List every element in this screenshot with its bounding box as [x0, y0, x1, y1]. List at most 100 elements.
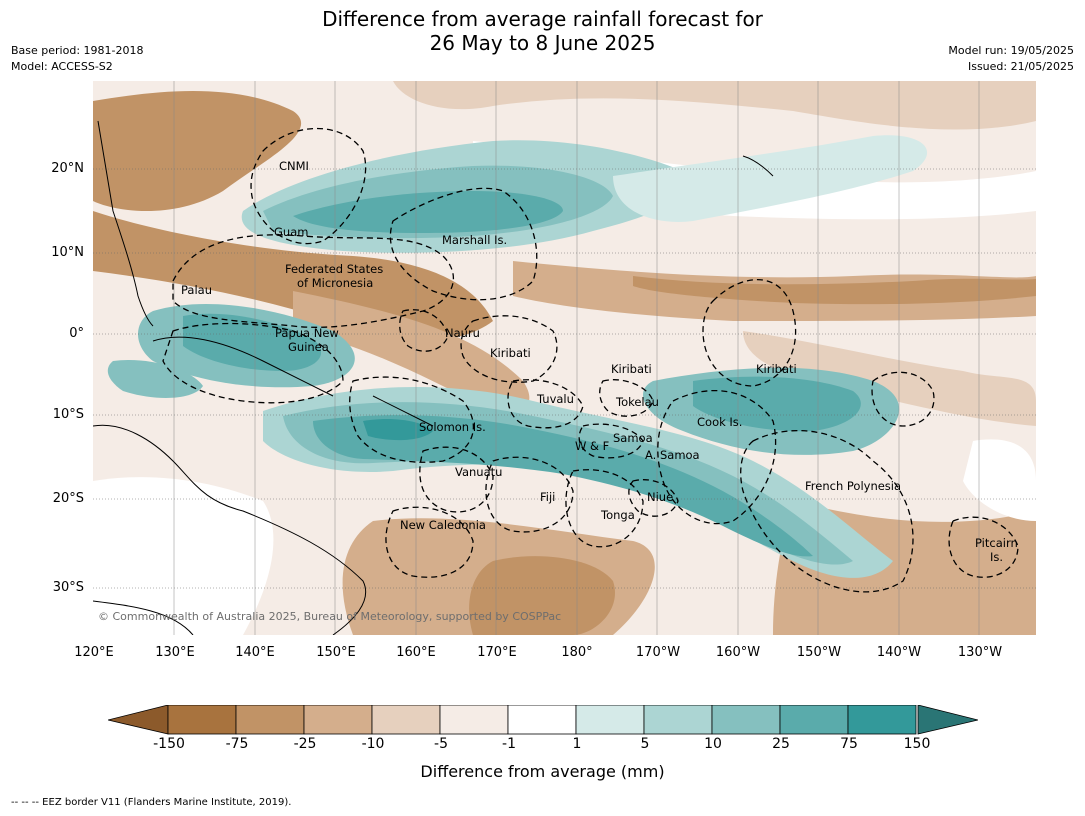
colorbar-cell: [235, 705, 305, 735]
colorbar-tick: -10: [361, 736, 385, 752]
colorbar-arrow-left: [108, 705, 169, 735]
place-label-palau: Palau: [181, 283, 212, 297]
place-label-new-caledonia: New Caledonia: [400, 518, 486, 532]
colorbar-tick: 150: [903, 736, 931, 752]
colorbar-tick: 75: [840, 736, 858, 752]
lon-label-150e: 150°E: [316, 645, 356, 660]
lon-label-160e: 160°E: [396, 645, 436, 660]
eez-micronesia: [172, 234, 454, 328]
wet-coral-sea: [107, 360, 203, 398]
eez-tonga: [565, 469, 644, 548]
title-line-1: Difference from average rainfall forecas…: [322, 7, 763, 31]
map-svg: [93, 81, 1036, 635]
dry-south-core: [469, 556, 615, 635]
place-label-tuvalu: Tuvalu: [537, 392, 574, 406]
lat-label-0: 0°: [69, 326, 84, 341]
place-label-wallis-futuna: W & F: [575, 439, 610, 453]
colorbar-tick: -150: [153, 736, 185, 752]
place-label-french-polynesia: French Polynesia: [805, 479, 902, 493]
lon-label-160w: 160°W: [715, 645, 761, 660]
eez-fiji: [485, 456, 574, 533]
dry-band-central: [293, 291, 530, 412]
base-period: Base period: 1981-2018: [11, 44, 144, 57]
place-label-guam: Guam: [274, 225, 309, 239]
place-label-tokelau: Tokelau: [616, 395, 659, 409]
colorbar-cell: [371, 705, 441, 735]
coast-solomons: [372, 395, 434, 427]
wet-png-core: [183, 313, 322, 371]
lat-label-20s: 20°S: [52, 491, 84, 506]
meta-right: Model run: 19/05/2025 Issued: 21/05/2025: [948, 43, 1074, 75]
colorbar-arrow-right: [917, 705, 978, 735]
place-label-marshall: Marshall Is.: [442, 233, 508, 247]
eez-samoa: [578, 423, 644, 459]
place-label-american-samoa: A. Samoa: [645, 448, 700, 462]
dry-core-itcz: [633, 276, 1036, 305]
issued-date: Issued: 21/05/2025: [967, 60, 1074, 73]
meta-left: Base period: 1981-2018 Model: ACCESS-S2: [11, 43, 143, 75]
eez-new-caledonia: [385, 506, 474, 578]
lat-label-10s: 10°S: [52, 407, 84, 422]
place-label-kiribati-central: Kiribati: [611, 362, 652, 376]
grid-lines: [93, 168, 1036, 589]
colorbar-label: Difference from average (mm): [420, 762, 665, 781]
lat-label-30s: 30°S: [52, 580, 84, 595]
eez-kiribati-east: [702, 279, 797, 387]
colorbar-cell: [711, 705, 781, 735]
eez-pitcairn: [948, 516, 1019, 578]
title-line-2: 26 May to 8 June 2025: [429, 31, 656, 55]
lon-label-140w: 140°W: [876, 645, 922, 660]
dry-region-west: [93, 211, 493, 340]
copyright-notice: © Commonwealth of Australia 2025, Bureau…: [98, 610, 562, 623]
eez-tokelau: [599, 379, 654, 417]
colorbar-tick: -1: [502, 736, 516, 752]
eez-tuvalu: [507, 379, 584, 429]
neutral-west-south: [93, 477, 274, 635]
coast-australia: [93, 424, 367, 635]
eez-vanuatu: [419, 446, 494, 513]
place-label-kiribati-east: Kiribati: [756, 362, 797, 376]
colorbar-cell: [643, 705, 713, 735]
colorbar: [108, 705, 978, 735]
colorbar-tick: 5: [640, 736, 650, 752]
dry-east-mid: [743, 331, 1036, 426]
colorbar-cell: [167, 705, 237, 735]
place-label-tonga: Tonga: [601, 508, 635, 522]
colorbar-cell: [303, 705, 373, 735]
colorbar-cell: [439, 705, 509, 735]
lon-label-150w: 150°W: [796, 645, 842, 660]
lon-label-130w: 130°W: [957, 645, 1003, 660]
place-label-cnmi: CNMI: [279, 159, 309, 173]
wet-north-core: [293, 191, 563, 233]
eez-nauru: [399, 309, 449, 352]
eez-marquesas: [871, 371, 935, 427]
lon-label-130e: 130°E: [155, 645, 195, 660]
colorbar-tick: 10: [704, 736, 722, 752]
eez-png: [162, 322, 344, 404]
wet-north-extension: [613, 135, 928, 222]
place-label-niue: Niue: [647, 490, 674, 504]
coast-australia-west: [93, 600, 194, 635]
place-label-vanuatu: Vanuatu: [455, 465, 503, 479]
place-label-pitcairn-line1: Pitcairn: [975, 536, 1018, 550]
lon-label-120e: 120°E: [74, 645, 114, 660]
rainfall-map: [93, 81, 1036, 635]
lon-label-170w: 170°W: [635, 645, 681, 660]
eez-borders: [162, 127, 1019, 593]
lat-label-20n: 20°N: [51, 161, 84, 176]
colorbar-cell: [575, 705, 645, 735]
spcz-core-dark: [363, 419, 433, 441]
place-label-cook: Cook Is.: [697, 415, 743, 429]
colorbar-tick: -25: [293, 736, 317, 752]
eez-cook: [657, 389, 777, 525]
colorbar-cell: [847, 705, 917, 735]
neutral-southeast: [963, 439, 1036, 521]
eez-kiribati-west: [460, 315, 558, 383]
place-label-samoa: Samoa: [613, 431, 653, 445]
colorbar-tick: 1: [572, 736, 582, 752]
dry-region-northwest: [93, 91, 302, 211]
place-label-fsm-line2: of Micronesia: [297, 276, 374, 290]
chart-title: Difference from average rainfall forecas…: [0, 7, 1085, 55]
lon-label-180: 180°: [561, 645, 593, 660]
place-label-png-line1: Papua New: [275, 326, 339, 340]
